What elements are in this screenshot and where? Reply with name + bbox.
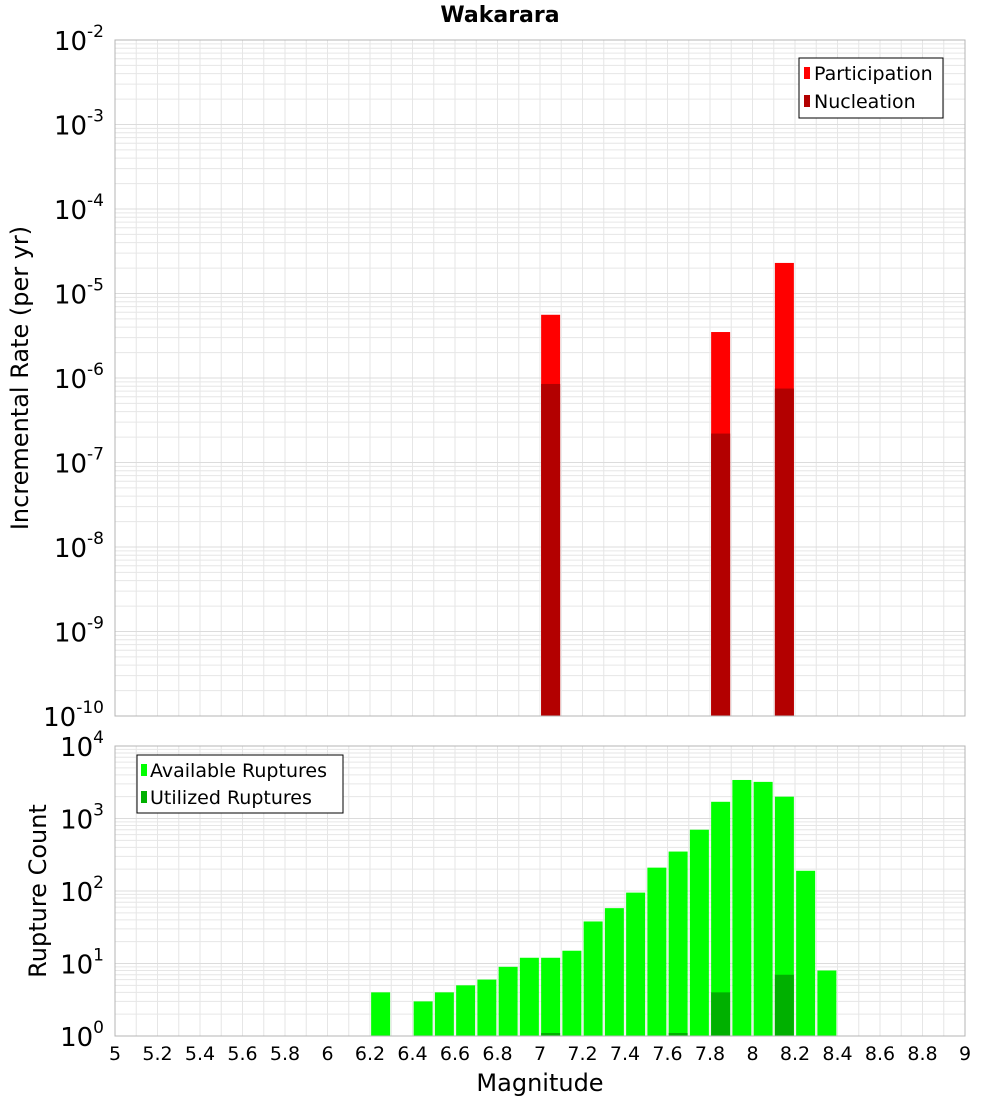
x-tick-labels: 5 5.2 5.4 5.6 5.8 6 6.2 6.4 6.6 6.8 7 7.2 7.4 7.6 7.8 8… xyxy=(109,1043,971,1065)
bottom-y-tick-label: 102 xyxy=(60,873,104,908)
bottom-bar-available-ruptures xyxy=(434,992,454,1036)
bottom-bar-available-ruptures xyxy=(647,867,667,1036)
bottom-bar-available-ruptures xyxy=(732,779,752,1036)
x-tick-label: 8 xyxy=(746,1043,758,1065)
top-y-tick-label: 10-7 xyxy=(54,445,104,480)
bottom-bar-available-ruptures xyxy=(477,979,497,1036)
bottom-bar-available-ruptures xyxy=(519,957,539,1036)
top-y-tick-label: 10-5 xyxy=(54,276,104,311)
bottom-y-tick-label: 104 xyxy=(60,728,104,763)
x-axis-label: Magnitude xyxy=(476,1069,603,1097)
bottom-bar-utilized-ruptures xyxy=(668,1032,688,1036)
legend-swatch-nucleation xyxy=(804,95,810,107)
bottom-panel: 100 101 102 103 104 5 5.2 5.4 5.6 5.8 6 6.2 6.4 6.6 6… xyxy=(24,728,971,1097)
legend-label-utilized: Utilized Ruptures xyxy=(150,787,312,809)
x-tick-label: 5 xyxy=(109,1043,121,1065)
bottom-bar-utilized-ruptures xyxy=(711,992,731,1036)
x-tick-label: 8.8 xyxy=(907,1043,937,1065)
top-bar-nucleation xyxy=(541,383,561,716)
top-y-tick-label: 10-3 xyxy=(54,107,104,142)
bottom-bar-available-ruptures xyxy=(668,851,688,1036)
legend-swatch-available xyxy=(141,764,147,776)
bottom-bar-available-ruptures xyxy=(626,892,646,1036)
top-plot-frame xyxy=(114,39,966,717)
x-tick-label: 5.8 xyxy=(270,1043,300,1065)
x-tick-label: 5.6 xyxy=(227,1043,257,1065)
bottom-y-tick-label: 103 xyxy=(60,801,104,836)
bottom-y-tick-labels: 100 101 102 103 104 xyxy=(60,728,104,1053)
bottom-bar-available-ruptures xyxy=(562,950,582,1036)
legend-label-available: Available Ruptures xyxy=(150,760,327,782)
top-y-axis-label: Incremental Rate (per yr) xyxy=(6,226,34,530)
top-y-tick-label: 10-10 xyxy=(43,698,104,733)
top-y-tick-label: 10-9 xyxy=(54,614,104,649)
top-bar-nucleation xyxy=(774,388,794,716)
bottom-bar-available-ruptures xyxy=(498,966,518,1036)
bottom-bar-utilized-ruptures xyxy=(774,974,794,1036)
top-panel: 10-10 10-9 10-8 10-7 10-6 10-5 10-4 10-3 10-2 In… xyxy=(6,22,966,733)
x-tick-label: 6.4 xyxy=(397,1043,427,1065)
x-tick-label: 9 xyxy=(959,1043,971,1065)
top-bars xyxy=(541,262,794,716)
x-tick-label: 7 xyxy=(534,1043,546,1065)
legend-swatch-utilized xyxy=(141,791,147,803)
bottom-legend: Available Ruptures Utilized Ruptures xyxy=(136,754,344,814)
bottom-bar-available-ruptures xyxy=(413,1001,433,1036)
x-tick-label: 5.2 xyxy=(142,1043,172,1065)
bottom-bar-available-ruptures xyxy=(711,801,731,1036)
top-y-tick-label: 10-2 xyxy=(54,22,104,57)
x-tick-label: 6.6 xyxy=(440,1043,470,1065)
bottom-bar-utilized-ruptures xyxy=(541,1032,561,1036)
x-tick-label: 8.2 xyxy=(780,1043,810,1065)
x-tick-label: 7.6 xyxy=(652,1043,682,1065)
bottom-bar-available-ruptures xyxy=(604,908,624,1036)
bottom-bar-available-ruptures xyxy=(371,992,391,1036)
bottom-bar-available-ruptures xyxy=(753,781,773,1036)
legend-label-nucleation: Nucleation xyxy=(814,91,916,113)
bottom-bar-available-ruptures xyxy=(456,985,476,1036)
bottom-bar-available-ruptures xyxy=(583,921,603,1036)
bottom-bar-available-ruptures xyxy=(689,829,709,1036)
bottom-legend-box xyxy=(136,754,344,814)
bottom-bars xyxy=(371,779,837,1036)
x-tick-label: 7.8 xyxy=(695,1043,725,1065)
top-bar-nucleation xyxy=(711,433,731,716)
bottom-plot-frame xyxy=(114,745,966,1037)
chart-title: Wakarara xyxy=(440,3,559,28)
legend-swatch-participation xyxy=(804,67,810,79)
x-tick-label: 6 xyxy=(321,1043,333,1065)
x-tick-label: 7.2 xyxy=(567,1043,597,1065)
x-tick-label: 8.4 xyxy=(822,1043,852,1065)
top-y-tick-label: 10-6 xyxy=(54,360,104,395)
x-tick-label: 6.8 xyxy=(482,1043,512,1065)
top-y-tick-label: 10-8 xyxy=(54,529,104,564)
bottom-bar-available-ruptures xyxy=(817,970,837,1036)
bottom-y-tick-label: 100 xyxy=(60,1018,104,1053)
x-tick-label: 5.4 xyxy=(185,1043,215,1065)
bottom-y-axis-label: Rupture Count xyxy=(24,804,52,978)
x-tick-label: 6.2 xyxy=(355,1043,385,1065)
bottom-bar-available-ruptures xyxy=(796,870,816,1036)
top-y-tick-labels: 10-10 10-9 10-8 10-7 10-6 10-5 10-4 10-3 10-2 xyxy=(43,22,104,733)
top-legend-box xyxy=(798,57,944,119)
top-legend: Participation Nucleation xyxy=(798,57,944,119)
legend-label-participation: Participation xyxy=(814,63,933,85)
bottom-y-tick-label: 101 xyxy=(60,946,104,981)
x-tick-label: 8.6 xyxy=(865,1043,895,1065)
bottom-bar-available-ruptures xyxy=(541,957,561,1036)
x-tick-label: 7.4 xyxy=(610,1043,640,1065)
top-grid xyxy=(114,40,966,717)
top-y-tick-label: 10-4 xyxy=(54,191,104,226)
